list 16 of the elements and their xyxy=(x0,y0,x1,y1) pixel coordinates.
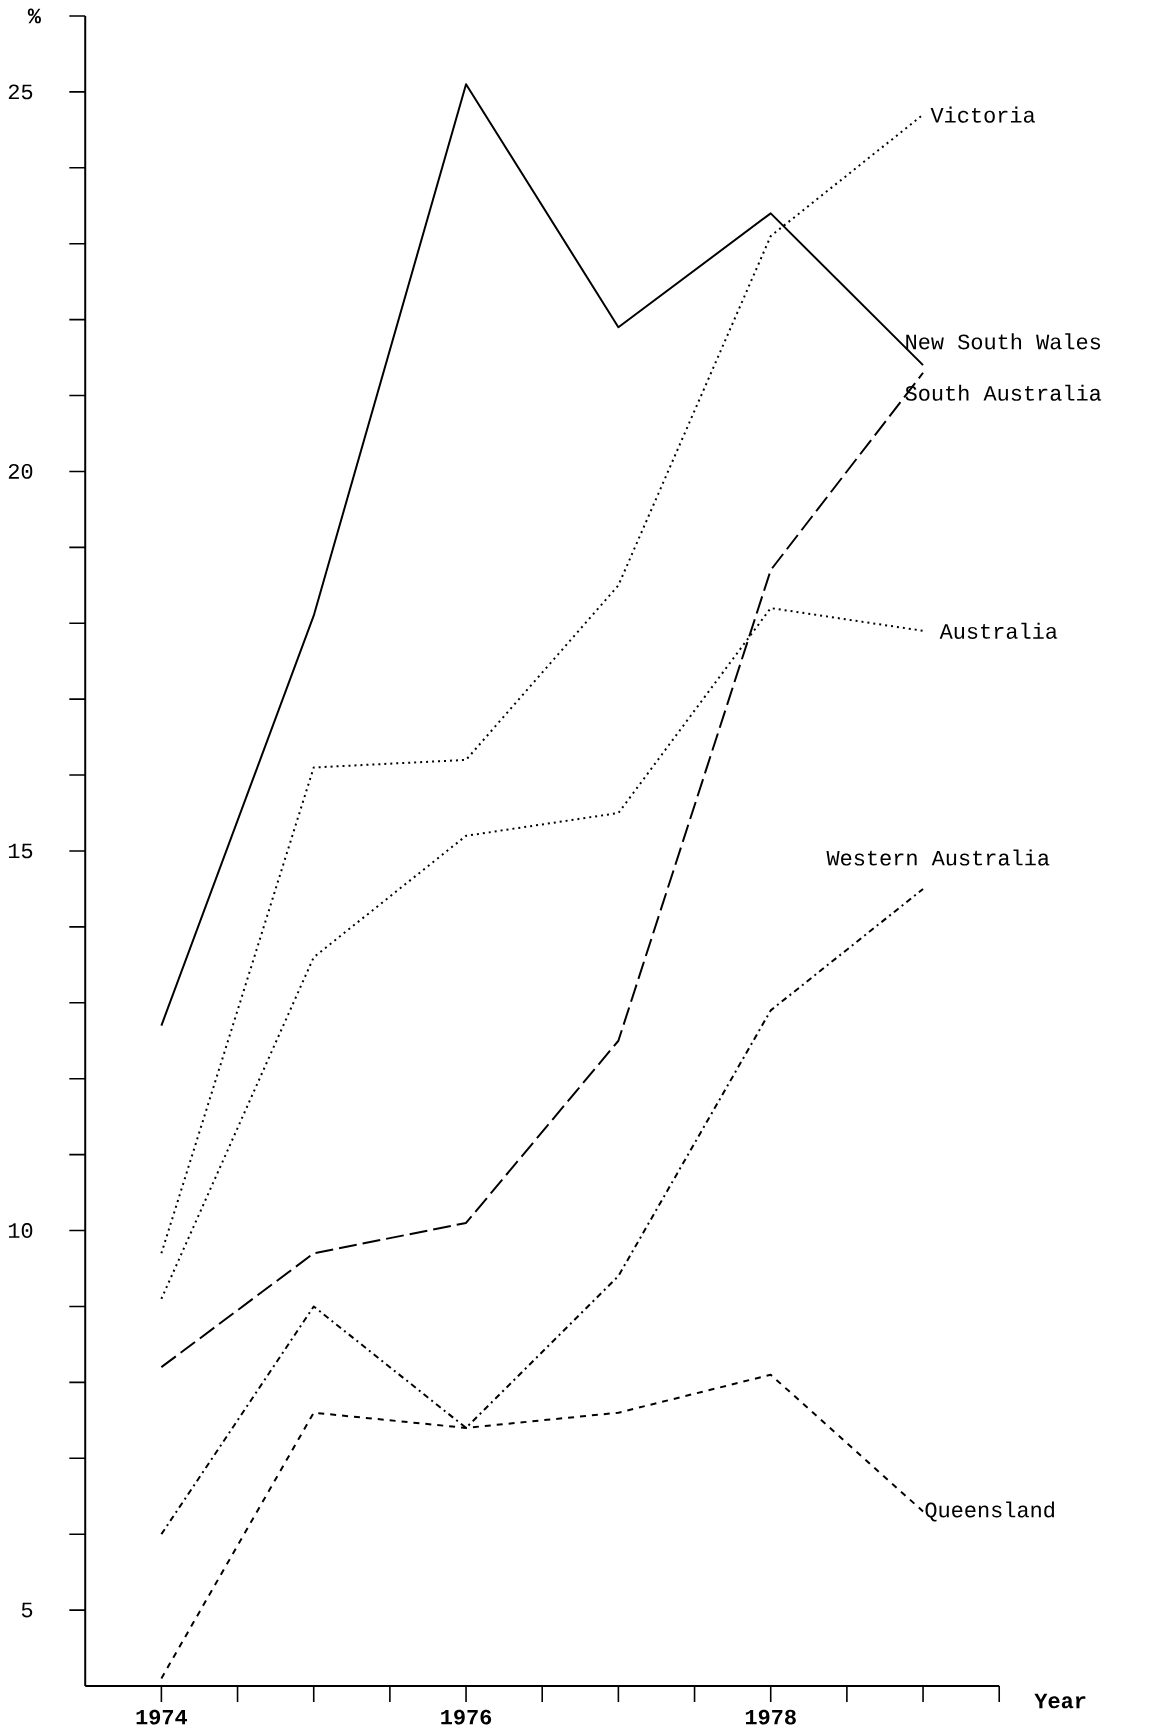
x-tick-label: 1974 xyxy=(136,1709,187,1725)
y-tick-label: 15 xyxy=(8,843,32,859)
series-label: New South Wales xyxy=(906,333,1100,350)
series-label: Western Australia xyxy=(826,849,1050,866)
x-tick-label: 1976 xyxy=(441,1709,491,1725)
x-axis-title: Year xyxy=(1034,1693,1086,1709)
y-tick-label: 25 xyxy=(8,84,32,100)
series-label: Queensland xyxy=(925,1501,1054,1522)
y-axis-title: % xyxy=(27,8,41,24)
series-label: South Australia xyxy=(905,384,1101,401)
series-label: Victoria xyxy=(930,106,1035,123)
x-tick-label: 1978 xyxy=(745,1709,796,1725)
series-label: Australia xyxy=(939,622,1058,639)
y-tick-label: 5 xyxy=(21,1602,33,1618)
y-tick-label: 20 xyxy=(8,464,33,479)
y-tick-label: 10 xyxy=(8,1223,33,1238)
